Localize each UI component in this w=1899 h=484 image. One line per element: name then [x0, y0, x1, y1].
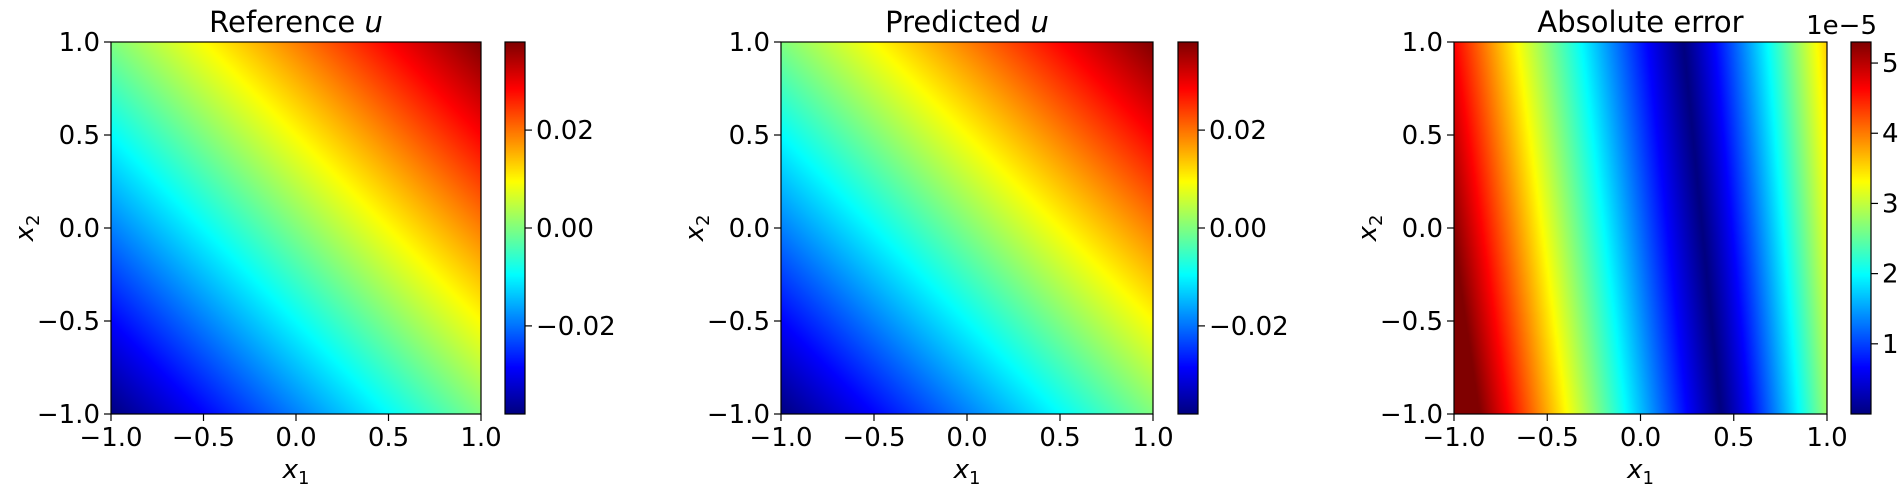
- x-axis-label: x1: [953, 455, 981, 484]
- x-tick-label: 0.5: [368, 423, 409, 453]
- y-axis-label: x2: [10, 215, 44, 243]
- x-tick-label: 0.0: [275, 423, 316, 453]
- x-tick-label: 0.5: [1713, 423, 1754, 453]
- colorbar: −0.02 0.00 0.02: [504, 41, 616, 415]
- y-tick-label: −0.5: [37, 307, 100, 337]
- x-tick-label: 1.0: [1132, 423, 1173, 453]
- x-tick-label: 0.0: [946, 423, 987, 453]
- x-tick-label: 0.5: [1039, 423, 1080, 453]
- x-tick-label: −0.5: [1516, 423, 1579, 453]
- panel-2: −1.0 −0.5 0.0 0.5 1.0 −1.0 −0.5 0.0 0.5 1.0 x1 x2 Pr…: [680, 5, 1289, 484]
- y-tick-label: 0.0: [1402, 214, 1443, 244]
- y-tick-label: 0.0: [59, 214, 100, 244]
- heatmap-image: [111, 42, 481, 414]
- colorbar-gradient: [1178, 42, 1198, 414]
- x-tick-label: 1.0: [1806, 423, 1847, 453]
- colorbar-gradient: [505, 42, 525, 414]
- y-tick-label: −0.5: [1380, 307, 1443, 337]
- colorbar-gradient: [1851, 42, 1871, 414]
- y-tick-label: −0.5: [707, 307, 770, 337]
- y-tick-label: −1.0: [1380, 400, 1443, 430]
- colorbar-tick-label: 3: [1882, 189, 1899, 219]
- y-axis-label: x2: [680, 215, 714, 243]
- y-tick-label: 1.0: [1402, 28, 1443, 58]
- x-axis-label: x1: [1626, 455, 1654, 484]
- y-tick-label: 0.0: [729, 214, 770, 244]
- x-tick-label: 1.0: [460, 423, 501, 453]
- colorbar-tick-label: 0.02: [1209, 116, 1267, 146]
- panel-1: −1.0 −0.5 0.0 0.5 1.0 −1.0 −0.5 0.0 0.5 1.0 x1 x2 Re…: [10, 5, 616, 484]
- colorbar: −0.02 0.00 0.02: [1177, 41, 1289, 415]
- heatmap-image: [1454, 42, 1827, 414]
- panel-title: Predicted u: [885, 5, 1049, 39]
- colorbar-frame: [1850, 41, 1872, 415]
- y-tick-label: 1.0: [59, 28, 100, 58]
- colorbar-tick-label: −0.02: [536, 312, 616, 342]
- panel-3: −1.0 −0.5 0.0 0.5 1.0 −1.0 −0.5 0.0 0.5 1.0 x1 x2 Ab…: [1353, 5, 1899, 484]
- colorbar-tick-label: 0.02: [536, 116, 594, 146]
- y-tick-label: 0.5: [729, 121, 770, 151]
- colorbar-tick-label: 1: [1882, 330, 1899, 360]
- x-tick-label: −0.5: [842, 423, 905, 453]
- colorbar-tick-label: 0.00: [1209, 214, 1267, 244]
- colorbar-tick-label: 0.00: [536, 214, 594, 244]
- x-tick-label: −1.0: [79, 423, 142, 453]
- colorbar-tick-label: −0.02: [1209, 312, 1289, 342]
- y-tick-label: 0.5: [59, 121, 100, 151]
- y-tick-label: −1.0: [707, 400, 770, 430]
- x-axis-label: x1: [282, 455, 310, 484]
- colorbar: 1 2 3 4 51e−5: [1806, 11, 1899, 415]
- heatmap-image: [781, 42, 1153, 414]
- x-tick-label: 0.0: [1620, 423, 1661, 453]
- x-tick-label: −1.0: [749, 423, 812, 453]
- colorbar-offset-label: 1e−5: [1806, 11, 1877, 41]
- y-tick-label: 1.0: [729, 28, 770, 58]
- x-tick-label: −0.5: [172, 423, 235, 453]
- panel-title: Absolute error: [1537, 5, 1743, 39]
- x-tick-label: −1.0: [1422, 423, 1485, 453]
- colorbar-tick-label: 2: [1882, 260, 1899, 290]
- y-tick-label: 0.5: [1402, 121, 1443, 151]
- colorbar-tick-label: 5: [1882, 49, 1899, 79]
- colorbar-tick-label: 4: [1882, 119, 1899, 149]
- panel-title: Reference u: [209, 5, 383, 39]
- y-axis-label: x2: [1353, 215, 1387, 243]
- y-tick-label: −1.0: [37, 400, 100, 430]
